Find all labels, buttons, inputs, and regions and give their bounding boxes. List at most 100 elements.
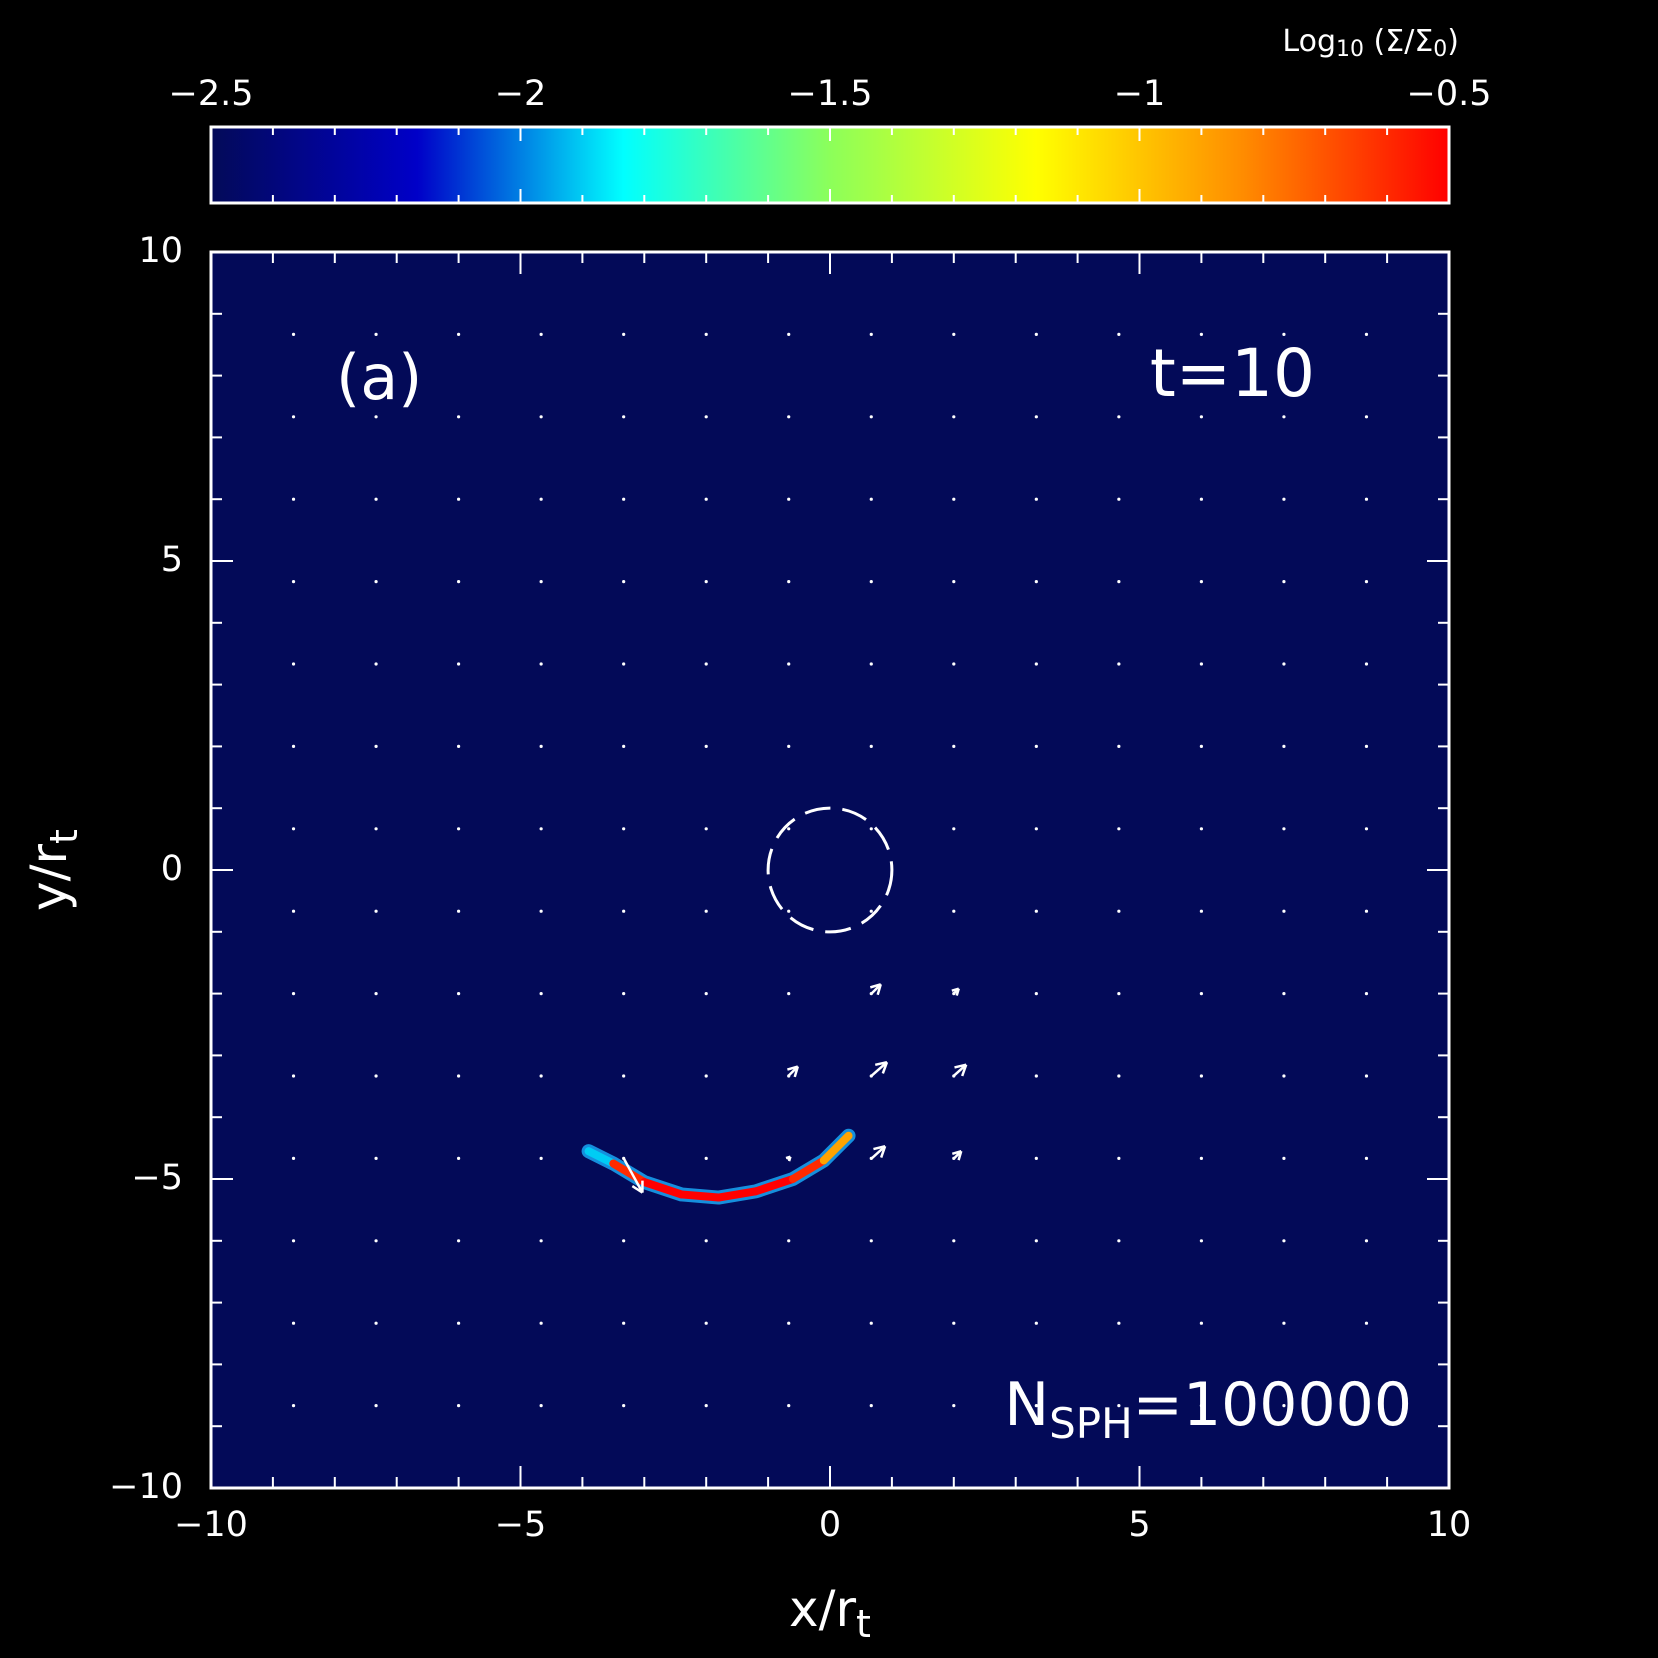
stream-segment [640, 1178, 686, 1199]
field-dot [1364, 827, 1369, 831]
field-dot [291, 1156, 296, 1160]
field-dot [704, 1074, 708, 1078]
field-dot [374, 827, 378, 831]
field-dot [1199, 662, 1203, 666]
field-dot [1364, 744, 1369, 749]
field-dot [1117, 992, 1121, 996]
field-dot [291, 909, 296, 913]
field-dot [374, 1321, 378, 1325]
field-dot [374, 1156, 378, 1160]
field-dot [457, 909, 461, 913]
velocity-arrow [869, 983, 882, 996]
field-dot [539, 580, 543, 584]
velocity-arrow [951, 1149, 963, 1161]
field-dot [1199, 1404, 1203, 1408]
field-dot [1117, 744, 1121, 749]
velocity-arrow [870, 1145, 887, 1160]
arrow-head [957, 1150, 963, 1161]
field-dot [1117, 415, 1121, 419]
field-dot [374, 415, 378, 419]
field-dot [1364, 415, 1369, 419]
arrow-shaft [870, 1145, 886, 1160]
field-dot [787, 1239, 791, 1243]
field-dot [1034, 415, 1038, 419]
field-dot [1199, 827, 1203, 831]
field-dot [1282, 1404, 1286, 1408]
field-dot [1364, 332, 1369, 336]
field-dot [787, 332, 791, 336]
label-subscript: 10 [1336, 37, 1364, 62]
field-dot [374, 1074, 378, 1078]
velocity-arrow [952, 1063, 968, 1077]
velocity-arrow [622, 1158, 644, 1194]
field-dot [952, 1239, 956, 1243]
field-dot [622, 1321, 626, 1325]
field-dot [374, 332, 378, 336]
field-dot [539, 1404, 543, 1408]
field-dot [1117, 1156, 1121, 1160]
label-text: N [1004, 1370, 1049, 1440]
field-dot [1117, 332, 1121, 336]
label-subscript: t [42, 829, 86, 844]
arrow-head [787, 1156, 792, 1162]
stream-segment [788, 1156, 828, 1183]
field-dot [622, 909, 626, 913]
field-dot [787, 580, 791, 584]
field-dot [1034, 332, 1038, 336]
field-dot [952, 662, 956, 666]
field-dot [787, 827, 791, 831]
field-dot [1282, 909, 1286, 913]
field-dot [539, 662, 543, 666]
colorbar-tick-label: −2 [495, 74, 547, 114]
field-dot [539, 332, 543, 336]
field-dot [1034, 1074, 1038, 1078]
colorbar-tick-label: −1.5 [788, 74, 873, 114]
field-dot [1034, 1404, 1038, 1408]
field-dot [622, 992, 626, 996]
field-dot [787, 992, 791, 996]
field-dot [622, 497, 626, 501]
field-dot [622, 332, 626, 336]
label-text: =100000 [1133, 1370, 1412, 1440]
field-dot [869, 1239, 873, 1243]
field-dot [1364, 1239, 1369, 1243]
field-dot [291, 497, 296, 501]
field-dot [1034, 909, 1038, 913]
colorbar-tick-label: −0.5 [1407, 74, 1492, 114]
stream-segment [751, 1175, 797, 1196]
field-dot [1034, 1239, 1038, 1243]
field-dot [1364, 662, 1369, 666]
panel-label: (a) [336, 341, 422, 414]
stream-segment [677, 1190, 723, 1202]
field-dot [457, 992, 461, 996]
arrow-head [869, 983, 882, 989]
arrow-head [873, 1145, 886, 1151]
field-dot [622, 1239, 626, 1243]
field-dot [374, 909, 378, 913]
arrow-head [787, 1065, 799, 1071]
arrow-shaft [952, 1063, 968, 1077]
field-dot [787, 1321, 791, 1325]
field-dot [869, 744, 873, 749]
field-dot [1282, 497, 1286, 501]
field-dot [1034, 580, 1038, 584]
field-dot [539, 1074, 543, 1078]
field-dot [539, 744, 543, 749]
field-dot [457, 580, 461, 584]
field-dot [1117, 827, 1121, 831]
arrow-shaft [870, 1061, 888, 1077]
label-subscript: SPH [1049, 1399, 1133, 1448]
field-dot [1199, 1156, 1203, 1160]
field-dot [291, 662, 296, 666]
field-dot [787, 497, 791, 501]
field-dot [1282, 1321, 1286, 1325]
y-tick-label: −5 [131, 1158, 183, 1198]
field-dot [291, 332, 296, 336]
label-text: y/r [20, 844, 78, 911]
stream-segment [819, 1131, 853, 1165]
field-dot [952, 827, 956, 831]
field-dot [1282, 580, 1286, 584]
field-dot [291, 415, 296, 419]
field-dot [869, 1404, 873, 1408]
label-text: (Σ/Σ [1364, 24, 1433, 59]
